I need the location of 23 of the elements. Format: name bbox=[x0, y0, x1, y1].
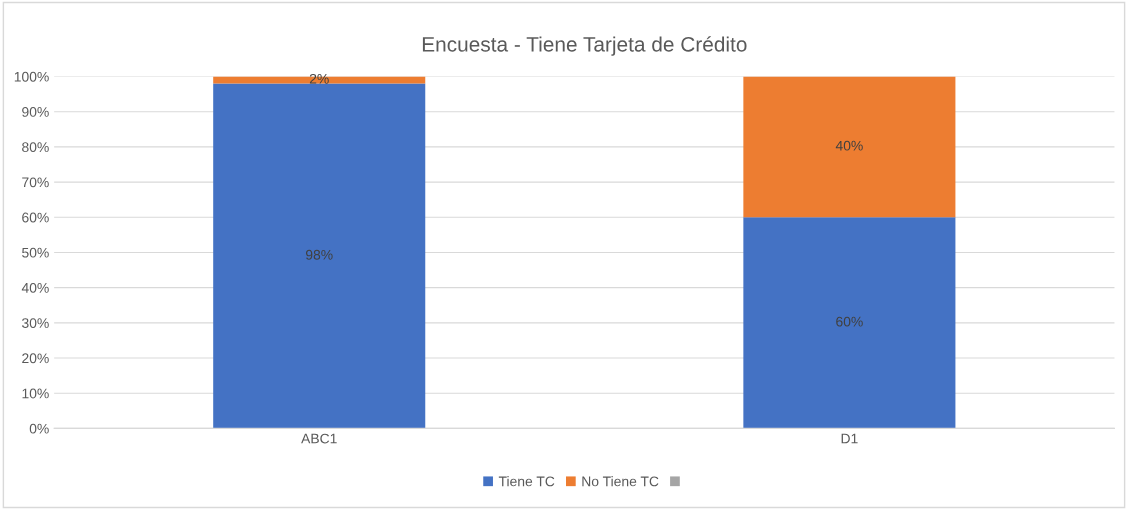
y-tick-label: 60% bbox=[22, 212, 49, 223]
data-label: 40% bbox=[835, 140, 863, 151]
legend-label: Tiene TC bbox=[498, 476, 555, 487]
y-tick-label: 40% bbox=[21, 282, 49, 293]
y-tick-label: 70% bbox=[22, 177, 49, 188]
y-tick-label: 80% bbox=[22, 142, 49, 153]
y-tick-label: 20% bbox=[22, 353, 49, 364]
chart-title: Encuesta - Tiene Tarjeta de Crédito bbox=[422, 36, 747, 56]
y-tick-label: 50% bbox=[22, 247, 49, 258]
y-tick-label: 0% bbox=[29, 423, 49, 434]
y-tick-label: 100% bbox=[14, 71, 49, 82]
data-label: 60% bbox=[836, 316, 863, 327]
bar bbox=[743, 76, 956, 218]
y-tick-label: 10% bbox=[22, 388, 49, 399]
x-tick-label: D1 bbox=[841, 433, 858, 444]
bar bbox=[213, 76, 426, 84]
x-tick-label: ABC1 bbox=[301, 433, 337, 444]
bar bbox=[743, 217, 956, 429]
data-label: 98% bbox=[305, 249, 333, 260]
y-tick-label: 90% bbox=[22, 107, 49, 117]
legend-label: No Tiene TC bbox=[582, 476, 659, 487]
y-tick-label: 30% bbox=[22, 318, 49, 328]
bar bbox=[213, 83, 426, 429]
